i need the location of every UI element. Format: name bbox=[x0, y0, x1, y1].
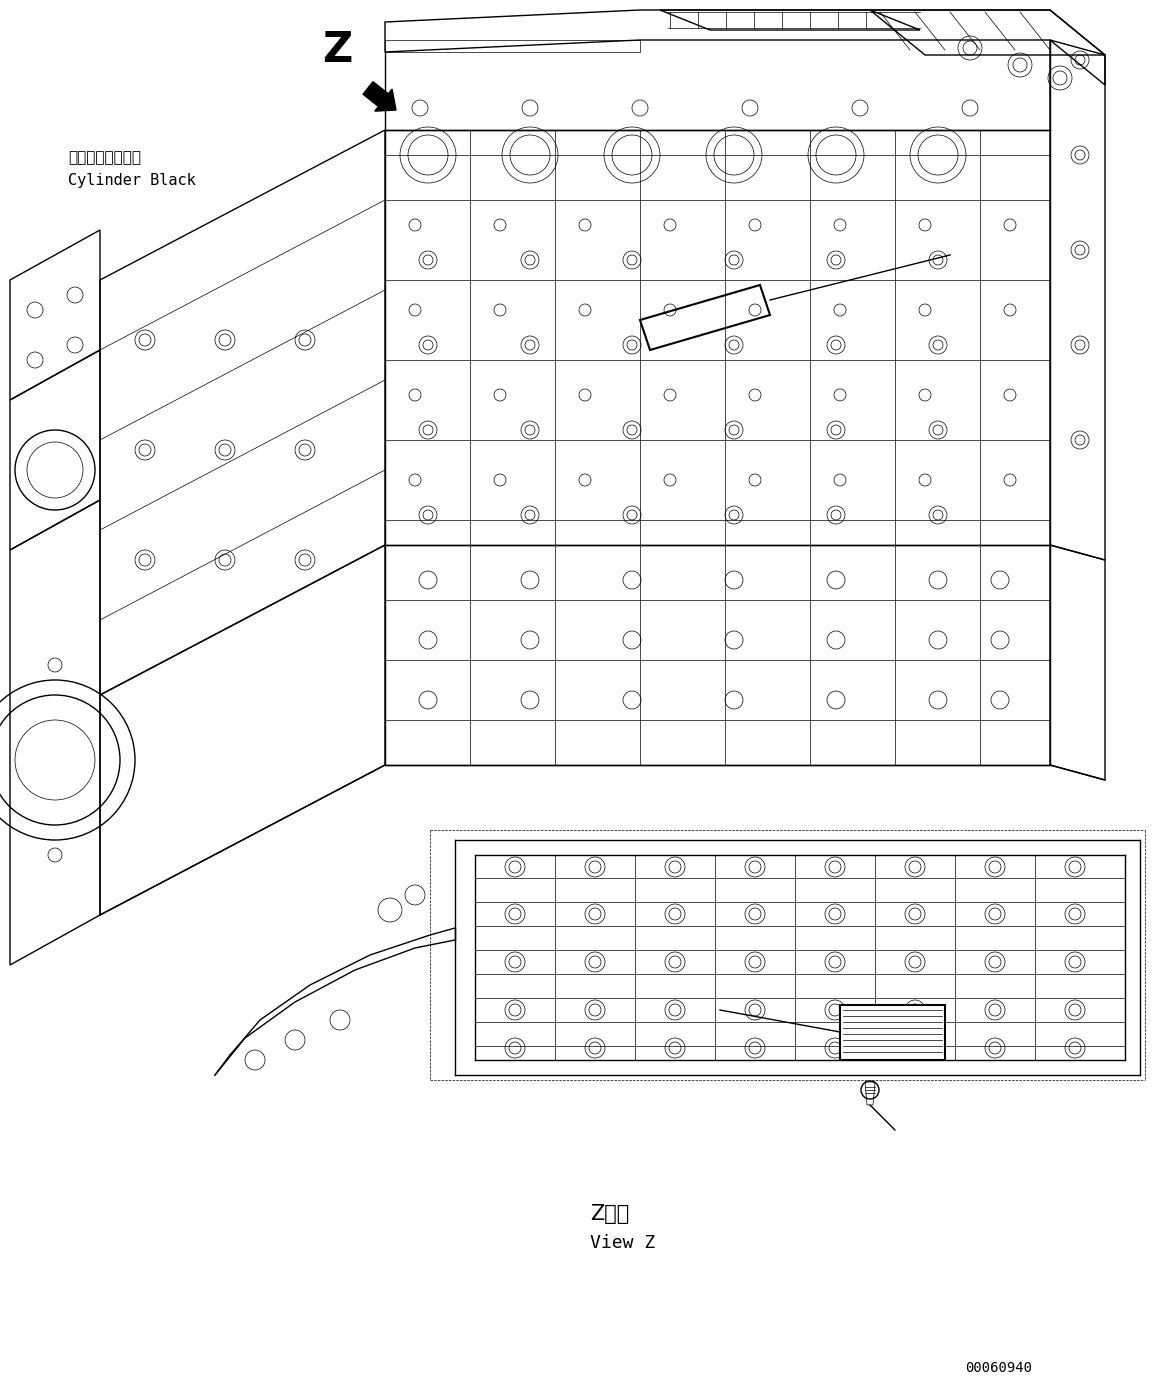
Text: Cylinder Black: Cylinder Black bbox=[67, 173, 195, 188]
Text: シリンダブロック: シリンダブロック bbox=[67, 149, 141, 165]
Text: View Z: View Z bbox=[590, 1234, 655, 1252]
Text: Z: Z bbox=[322, 29, 352, 71]
FancyArrow shape bbox=[363, 82, 395, 111]
Text: Z　視: Z 視 bbox=[590, 1205, 629, 1224]
Bar bbox=[840, 1005, 946, 1059]
Circle shape bbox=[861, 1082, 879, 1099]
Text: 00060940: 00060940 bbox=[965, 1361, 1032, 1375]
